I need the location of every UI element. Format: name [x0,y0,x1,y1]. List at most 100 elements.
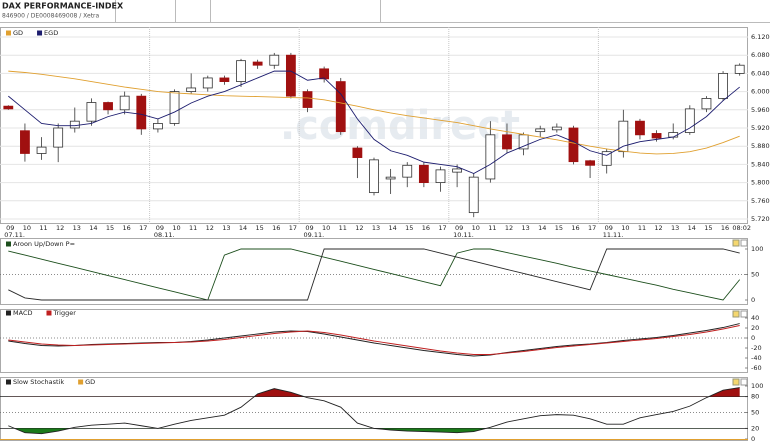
candle-body [3,105,14,110]
series-line [8,387,740,435]
candle-body [252,61,263,66]
x-tick-label: 11 [488,224,496,232]
candle-body [601,151,612,166]
candle-body [53,127,64,148]
candle-body [568,127,579,163]
candle-body [202,77,213,89]
y-tick-label: -40 [751,354,762,362]
candle-body [551,126,562,131]
candle-body [369,159,379,194]
y-tick-label: 40 [751,314,759,322]
series-line [8,323,740,357]
series-line [8,248,741,301]
panel-close-icon [740,378,748,386]
x-tick-label: 17 [289,224,297,232]
series-line [8,70,740,155]
x-tick-label: 12 [505,224,513,232]
legend-label: Slow Stochastik [13,378,64,386]
panel-close-icon [740,310,748,318]
candle-body [20,130,30,154]
y-tick-label: 50 [751,271,759,279]
x-tick-label: 14 [239,224,247,232]
y-tick-label: 20 [751,424,759,432]
legend-label: GD [13,29,23,37]
legend-swatch [6,379,11,385]
x-tick-label: 14 [89,224,97,232]
legend-swatch [6,241,11,247]
legend-label: EGD [44,29,58,37]
candle-body [535,128,546,133]
candle-body [86,102,97,122]
candle-body [385,176,396,180]
candle-body [734,64,745,74]
candle-body [335,81,346,133]
candle-body [701,98,712,110]
x-tick-label: 16 [721,224,729,232]
candle-body [302,91,313,108]
x-date-label: 09.11. [304,231,325,239]
x-tick-label: 12 [56,224,64,232]
y-tick-label: -60 [751,364,762,372]
x-tick-label: 13 [222,224,230,232]
x-tick-label: 15 [106,224,114,232]
candle-body [452,168,463,173]
x-tick-label: 13 [671,224,679,232]
x-tick-label: 10 [23,224,31,232]
y-tick-label: 5.880 [751,142,770,150]
candle-body [285,54,296,97]
y-tick-label: 100 [751,245,763,253]
y-tick-label: 50 [751,409,759,417]
candle-body [635,120,645,136]
x-tick-label: 17 [438,224,446,232]
x-tick-label: 11 [189,224,197,232]
x-tick-label: 11 [39,224,47,232]
x-tick-label: 14 [388,224,396,232]
candle-body [186,87,197,92]
y-tick-label: 5.720 [751,215,770,223]
candle-body [136,95,147,130]
x-tick-label: 15 [256,224,264,232]
x-tick-label: 15 [555,224,563,232]
x-tick-label: 11 [339,224,347,232]
candle-body [684,108,695,133]
x-tick-label: 13 [73,224,81,232]
y-tick-label: -20 [751,344,762,352]
y-tick-label: 5.760 [751,197,770,205]
x-tick-label: 08:02 [732,224,751,232]
x-tick-label: 11 [638,224,646,232]
x-tick-label: 16 [272,224,280,232]
candle-body [153,123,163,130]
y-tick-label: 5.800 [751,179,770,187]
y-tick-label: 20 [751,324,759,332]
x-tick-label: 16 [571,224,579,232]
y-tick-label: 5.840 [751,160,770,168]
candle-body [352,147,363,158]
y-tick-label: 0 [751,296,755,304]
candle-body [219,77,230,82]
candle-body [236,60,246,82]
candle-body [435,169,446,184]
panel-icon [732,310,740,318]
x-date-label: 10.11. [453,231,474,239]
x-tick-label: 10 [322,224,330,232]
panel-icon [732,239,740,247]
legend-swatch [78,379,84,385]
candle-body [518,134,529,150]
page-title: DAX PERFORMANCE-INDEX [2,2,124,11]
candle-body [502,134,512,150]
candle-body [485,134,496,180]
y-tick-label: 6.040 [751,69,770,77]
x-tick-label: 09 [156,224,164,232]
candle-body [585,160,595,166]
legend-swatch [46,310,52,316]
y-tick-label: 5.960 [751,106,770,114]
x-tick-label: 10 [172,224,180,232]
candle-body [418,164,429,183]
x-tick-label: 09 [455,224,463,232]
candle-body [718,73,728,99]
y-tick-label: 0 [751,334,755,342]
legend-swatch [37,30,43,36]
x-tick-label: 09 [605,224,613,232]
x-tick-label: 17 [588,224,596,232]
